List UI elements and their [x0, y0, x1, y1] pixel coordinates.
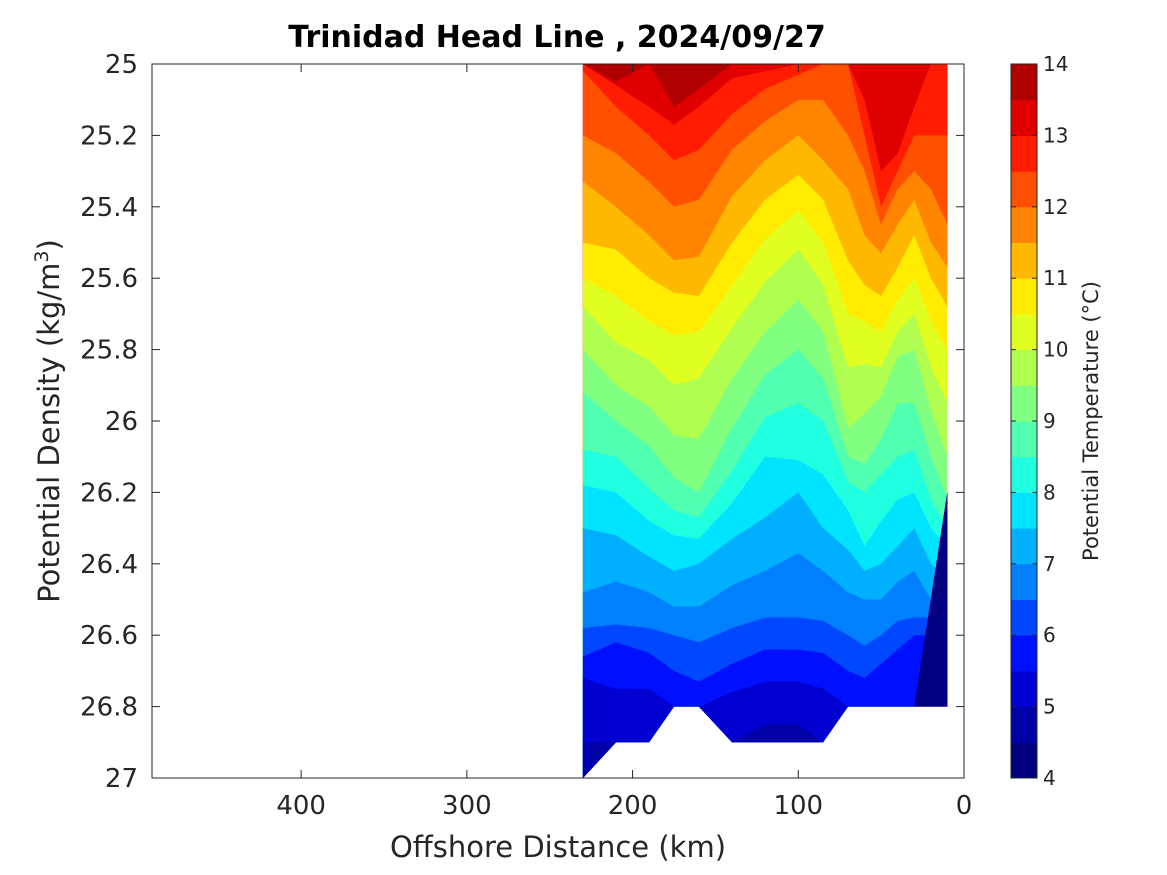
chart-title: Trinidad Head Line , 2024/09/27 [288, 20, 825, 55]
y-tick-label: 26.8 [80, 693, 138, 723]
y-tick-label: 26.2 [80, 478, 138, 508]
colorbar-swatch [1011, 563, 1037, 600]
colorbar-swatch [1011, 635, 1037, 672]
colorbar-tick-label: 14 [1043, 52, 1068, 76]
y-axis-label-close: ) [32, 239, 66, 250]
colorbar-label: Potential Temperature (°C) [1079, 281, 1103, 561]
x-tick-label: 200 [608, 791, 658, 821]
colorbar-swatch [1011, 278, 1037, 315]
colorbar-swatch [1011, 64, 1037, 101]
y-tick-label: 26.4 [80, 550, 138, 580]
colorbar-swatch [1011, 349, 1037, 386]
colorbar-swatch [1011, 528, 1037, 565]
colorbar-swatch [1011, 206, 1037, 243]
y-axis-ticks: 25 25.2 25.4 25.6 25.8 26 26.2 26.4 26.6 26.8 27 [80, 50, 964, 794]
x-tick-label: 0 [956, 791, 973, 821]
y-tick-label: 25 [105, 50, 138, 80]
contour-band [582, 492, 948, 778]
colorbar-swatch [1011, 171, 1037, 208]
y-axis-label: Potential Density (kg/m3) [31, 239, 66, 603]
y-tick-label: 25.4 [80, 193, 138, 223]
y-tick-label: 26.6 [80, 621, 138, 651]
colorbar-swatch [1011, 135, 1037, 172]
x-tick-label: 100 [773, 791, 823, 821]
y-tick-label: 25.2 [80, 121, 138, 151]
colorbar-swatch [1011, 599, 1037, 636]
y-axis-label-main: Potential Density (kg/m [32, 263, 66, 603]
colorbar-swatch [1011, 492, 1037, 529]
y-axis-label-superscript: 3 [31, 250, 53, 262]
contour-band [582, 492, 948, 778]
colorbar-tick-label: 5 [1043, 695, 1056, 719]
colorbar-swatch [1011, 456, 1037, 493]
y-tick-label: 25.8 [80, 336, 138, 366]
colorbar-swatch [1011, 242, 1037, 279]
y-tick-label: 25.6 [80, 264, 138, 294]
colorbar-tick-label: 9 [1043, 409, 1056, 433]
colorbar-tick-label: 13 [1043, 123, 1068, 147]
y-tick-label: 26 [105, 407, 138, 437]
colorbar-tick-label: 4 [1043, 766, 1056, 790]
colorbar-swatch [1011, 313, 1037, 351]
colorbar-swatch [1011, 706, 1037, 743]
colorbar-tick-label: 10 [1043, 338, 1068, 362]
colorbar-tick-label: 12 [1043, 195, 1068, 219]
colorbar-swatch [1011, 421, 1037, 458]
colorbar-tick-label: 11 [1043, 266, 1068, 290]
colorbar-swatch [1011, 385, 1037, 422]
x-tick-label: 300 [442, 791, 492, 821]
x-axis-ticks: 400 300 200 100 0 [276, 64, 972, 821]
x-axis-label: Offshore Distance (km) [390, 830, 726, 864]
colorbar-tick-label: 8 [1043, 480, 1056, 504]
colorbar: 4 5 6 7 8 9 10 11 12 13 14 [1010, 52, 1068, 790]
x-tick-label: 400 [276, 791, 326, 821]
colorbar-swatch [1011, 742, 1037, 779]
colorbar-tick-label: 6 [1043, 623, 1056, 647]
colorbar-swatch [1011, 670, 1037, 708]
y-tick-label: 27 [105, 764, 138, 794]
colorbar-swatch [1011, 99, 1037, 136]
contour-fill-layer [582, 64, 948, 778]
colorbar-tick-label: 7 [1043, 552, 1056, 576]
